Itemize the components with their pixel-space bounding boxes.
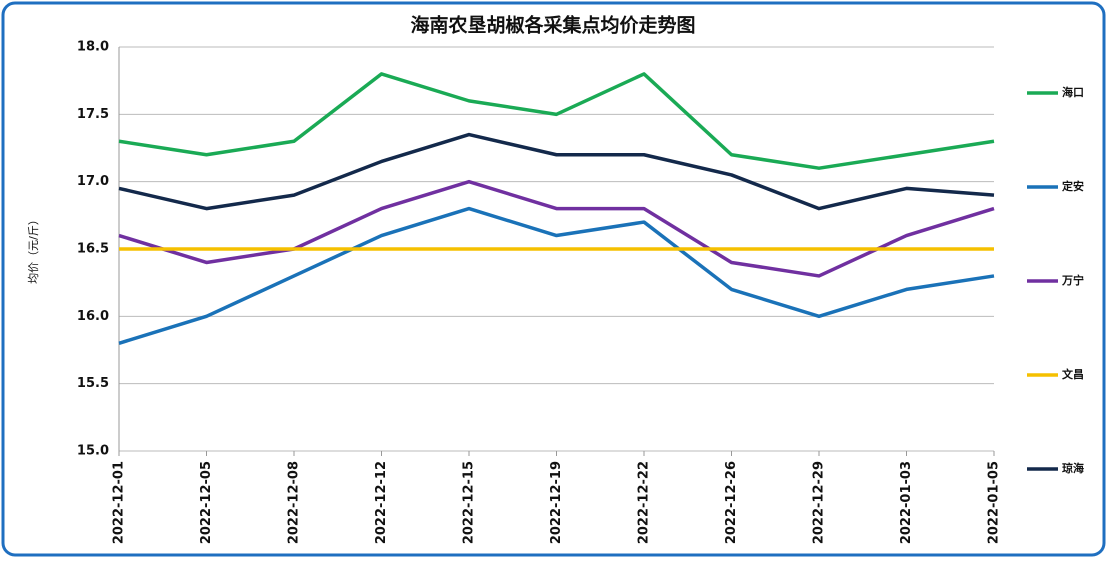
legend-label: 万宁: [1061, 273, 1084, 287]
chart-title: 海南农垦胡椒各采集点均价走势图: [410, 14, 695, 37]
y-tick-label: 17.0: [77, 174, 109, 189]
x-tick-label: 2022-12-29: [812, 461, 827, 544]
y-tick-label: 16.5: [77, 242, 109, 257]
y-tick-label: 16.0: [77, 309, 109, 324]
legend-label: 文昌: [1062, 367, 1084, 381]
series-line: [118, 72, 995, 170]
series-line: [118, 132, 995, 211]
y-tick-label: 18.0: [77, 40, 109, 55]
x-tick-label: 2022-12-26: [724, 461, 739, 544]
x-tick-label: 2022-12-05: [199, 461, 214, 544]
y-tick-label: 15.5: [77, 376, 109, 391]
x-tick-label: 2022-01-03: [899, 461, 914, 544]
x-tick-label: 2022-12-08: [287, 461, 302, 544]
series-line: [118, 206, 995, 345]
y-axis-label: 均价（元/斤）: [27, 214, 40, 284]
y-tick-label: 17.5: [77, 107, 109, 122]
y-tick-label: 15.0: [77, 444, 109, 459]
legend-label: 海口: [1062, 85, 1084, 99]
x-tick-label: 2022-12-19: [549, 461, 564, 544]
x-tick-label: 2022-12-01: [112, 461, 127, 544]
legend-label: 琼海: [1062, 461, 1084, 475]
x-tick-label: 2022-12-22: [637, 461, 652, 544]
x-tick-label: 2022-01-05: [987, 461, 1002, 544]
legend-label: 定安: [1062, 179, 1084, 193]
x-tick-label: 2022-12-15: [462, 461, 477, 544]
x-tick-label: 2022-12-12: [374, 461, 389, 544]
series-line: [118, 179, 995, 278]
